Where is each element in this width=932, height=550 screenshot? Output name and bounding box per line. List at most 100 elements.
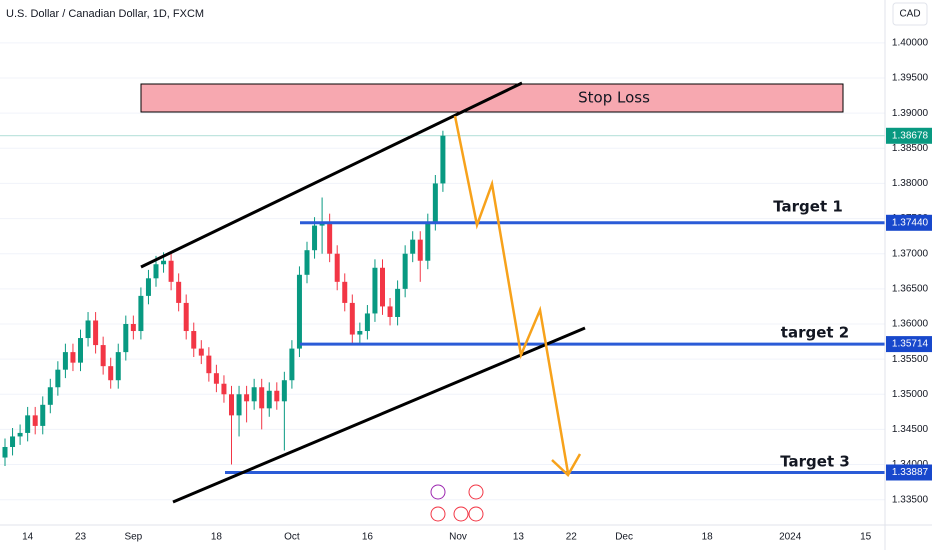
candle-body <box>266 390 272 409</box>
candle-body <box>40 404 46 426</box>
candle-body <box>387 306 393 317</box>
projection-path <box>453 115 570 474</box>
x-tick-label: 23 <box>75 532 87 543</box>
candle-body <box>206 355 212 374</box>
y-tick-label: 1.39500 <box>892 73 929 84</box>
x-tick-label: Oct <box>284 532 300 543</box>
event-icon[interactable] <box>430 484 446 500</box>
candle-body <box>327 222 333 254</box>
candle-body <box>357 331 363 335</box>
x-tick-label: Nov <box>449 532 467 543</box>
candle-body <box>93 320 99 346</box>
level-price-box <box>886 214 932 231</box>
candle-body <box>85 320 91 339</box>
candle-body <box>62 352 68 370</box>
candle-body <box>342 281 348 303</box>
candle-body <box>372 267 378 314</box>
stop-loss-label: Stop Loss <box>578 89 650 107</box>
x-tick-label: 2024 <box>779 532 802 543</box>
candle-body <box>70 352 76 363</box>
candle-body <box>176 281 182 303</box>
x-tick-label: 14 <box>22 532 34 543</box>
y-tick-label: 1.39000 <box>892 108 929 119</box>
channel-upper <box>140 81 523 269</box>
last-price-label: 1.38678 <box>892 130 929 141</box>
candle-body <box>191 331 197 349</box>
event-icon[interactable] <box>468 506 484 522</box>
candle-body <box>236 394 242 416</box>
candle-body <box>145 278 151 296</box>
event-icon[interactable] <box>468 484 484 500</box>
x-tick-label: 18 <box>702 532 714 543</box>
candle-body <box>312 225 318 251</box>
candle-body <box>304 250 310 275</box>
y-tick-label: 1.38000 <box>892 178 929 189</box>
y-tick-label: 1.37000 <box>892 248 929 259</box>
candle-body <box>425 222 431 261</box>
candle-body <box>55 369 61 388</box>
chart-title: U.S. Dollar / Canadian Dollar, 1D, FXCM <box>6 8 204 20</box>
level-price-label: 1.35714 <box>892 339 929 350</box>
target-label: target 2 <box>781 324 849 342</box>
arrow-head <box>551 453 582 477</box>
candle-body <box>251 387 257 402</box>
x-tick-label: 18 <box>211 532 223 543</box>
candle-body <box>244 394 250 402</box>
level-price-label: 1.33887 <box>892 467 929 478</box>
event-icon[interactable] <box>453 506 469 522</box>
candle-body <box>410 239 416 254</box>
candle-body <box>289 348 295 381</box>
currency-button[interactable] <box>892 2 928 26</box>
level-price-box <box>886 464 932 481</box>
y-tick-label: 1.33500 <box>892 494 929 505</box>
candle-body <box>115 352 121 381</box>
x-tick-label: 22 <box>566 532 578 543</box>
x-tick-label: Sep <box>124 532 142 543</box>
y-tick-label: 1.36000 <box>892 319 929 330</box>
candle-body <box>296 274 302 349</box>
candle-body <box>417 239 423 261</box>
y-tick-label: 1.36500 <box>892 283 929 294</box>
candle-body <box>349 302 355 335</box>
x-tick-label: 15 <box>860 532 872 543</box>
candle-body <box>168 260 174 282</box>
candle-body <box>334 253 340 282</box>
candle-body <box>2 446 8 458</box>
y-tick-label: 1.35000 <box>892 389 929 400</box>
candle-body <box>221 383 227 395</box>
y-tick-label: 1.40000 <box>892 38 929 49</box>
candle-body <box>440 135 446 184</box>
event-icon[interactable] <box>430 506 446 522</box>
candle-body <box>395 288 401 317</box>
levels <box>0 135 885 474</box>
candle-body <box>32 415 38 426</box>
candle-body <box>161 260 167 265</box>
candle-body <box>25 415 31 433</box>
candle-body <box>281 380 287 402</box>
target-label: Target 3 <box>780 453 850 471</box>
candle-body <box>47 387 53 405</box>
level-price-box <box>886 336 932 353</box>
x-tick-label: 13 <box>513 532 525 543</box>
candle-body <box>78 338 83 363</box>
y-tick-label: 1.34500 <box>892 424 929 435</box>
candle-body <box>402 253 408 289</box>
candle-body <box>100 345 106 367</box>
candle-body <box>229 394 234 416</box>
target-label: Target 1 <box>773 198 843 216</box>
y-tick-label: 1.35500 <box>892 354 929 365</box>
currency-label[interactable]: CAD <box>899 9 920 20</box>
x-tick-label: Dec <box>615 532 633 543</box>
candle-body <box>198 348 204 356</box>
candle-body <box>432 183 438 223</box>
x-tick-label: 16 <box>362 532 374 543</box>
candle-body <box>259 387 265 409</box>
y-tick-label: 1.38500 <box>892 143 929 154</box>
candle-body <box>138 295 144 332</box>
axes: 1.335001.340001.345001.350001.355001.360… <box>22 38 932 543</box>
candle-body <box>123 323 129 353</box>
last-price-box <box>886 127 932 144</box>
candle-body <box>108 366 114 381</box>
